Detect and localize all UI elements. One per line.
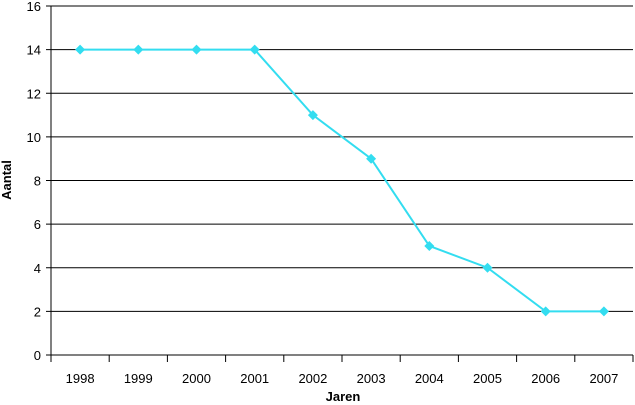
data-point-2004	[424, 240, 435, 251]
x-tick-label: 2004	[415, 371, 444, 386]
y-tick-label: 10	[27, 130, 41, 145]
x-tick-label: 2000	[182, 371, 211, 386]
series-line	[80, 48, 604, 313]
data-point-2001	[249, 44, 260, 55]
y-tick-label: 0	[34, 348, 41, 363]
x-tick-label: 2006	[531, 371, 560, 386]
x-axis-ticks: 1998 1999 2000 2001 2002 2003 2004 2005 2006 2007	[50, 355, 634, 386]
x-axis-title: Jaren	[326, 389, 361, 404]
y-tick-label: 8	[34, 174, 41, 189]
x-tick-label: 2007	[589, 371, 618, 386]
y-tick-label: 2	[34, 304, 41, 319]
x-tick-label: 2001	[240, 371, 269, 386]
data-series	[75, 44, 609, 317]
x-tick-label: 2005	[473, 371, 502, 386]
x-tick-label: 1999	[124, 371, 153, 386]
x-tick-label: 2002	[298, 371, 327, 386]
y-tick-label: 6	[34, 217, 41, 232]
data-point-2000	[191, 44, 202, 55]
y-tick-label: 4	[34, 261, 41, 276]
data-point-2007	[598, 306, 609, 317]
data-point-2003	[366, 153, 377, 164]
y-tick-label: 12	[27, 86, 41, 101]
data-point-1998	[75, 44, 86, 55]
data-point-1999	[133, 44, 144, 55]
y-tick-label: 16	[27, 0, 41, 14]
y-axis-ticks: 0 2 4 6 8 10 12 14 16	[27, 0, 51, 363]
data-point-2006	[540, 306, 551, 317]
y-axis-title: Aantal	[0, 160, 14, 200]
x-tick-label: 2003	[357, 371, 386, 386]
data-point-2002	[307, 110, 318, 121]
y-tick-label: 14	[27, 43, 41, 58]
data-point-2005	[482, 262, 493, 273]
x-tick-label: 1998	[66, 371, 95, 386]
